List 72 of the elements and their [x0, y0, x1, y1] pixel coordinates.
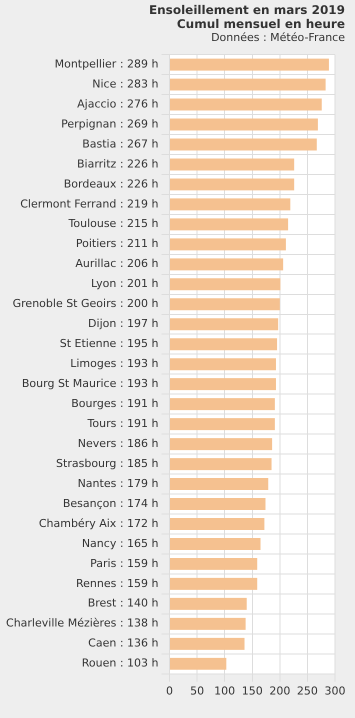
- y-tick-label: Biarritz : 226 h: [76, 157, 159, 170]
- y-tick-label: Bourg St Maurice : 193 h: [22, 377, 159, 390]
- bar: [170, 498, 266, 510]
- y-tick-label: Bastia : 267 h: [82, 137, 159, 150]
- bar: [170, 298, 280, 310]
- y-tick-label: Perpignan : 269 h: [61, 117, 159, 130]
- bar: [170, 158, 294, 170]
- y-tick-label: Brest : 140 h: [88, 596, 159, 610]
- y-tick-label: Poitiers : 211 h: [76, 237, 159, 250]
- chart-subtitle: Cumul mensuel en heure: [176, 17, 345, 31]
- y-tick-label: Montpellier : 289 h: [54, 57, 159, 70]
- y-tick-label: Rennes : 159 h: [76, 576, 159, 590]
- y-tick-label: Paris : 159 h: [90, 556, 159, 570]
- bar: [170, 398, 275, 410]
- y-tick-label: Tours : 191 h: [86, 416, 159, 430]
- y-tick-label: Ajaccio : 276 h: [77, 97, 159, 110]
- y-tick-label: Nevers : 186 h: [78, 436, 159, 450]
- bar: [170, 538, 261, 550]
- y-tick-label: Bourges : 191 h: [71, 397, 159, 410]
- y-tick-label: Limoges : 193 h: [70, 357, 159, 370]
- x-tick-label: 200: [269, 684, 290, 698]
- bar: [170, 518, 264, 530]
- y-tick-label: Grenoble St Geoirs : 200 h: [12, 297, 159, 310]
- bar: [170, 58, 329, 71]
- x-tick-label: 0: [166, 684, 173, 698]
- bar: [170, 138, 317, 150]
- bar: [170, 258, 284, 270]
- x-tick-label: 100: [214, 684, 236, 698]
- bar: [170, 238, 286, 250]
- bar: [170, 478, 268, 490]
- y-tick-label: Caen : 136 h: [88, 636, 159, 650]
- bar: [170, 118, 318, 130]
- bar: [170, 358, 276, 370]
- bar: [170, 98, 322, 111]
- bar: [170, 638, 245, 650]
- y-tick-label: Charleville Mézières : 138 h: [6, 616, 159, 630]
- bar: [170, 438, 272, 450]
- bar: [170, 198, 290, 210]
- bar: [170, 658, 226, 670]
- y-tick-label: Nancy : 165 h: [82, 536, 159, 550]
- x-tick-label: 50: [190, 684, 204, 698]
- y-tick-label: Rouen : 103 h: [82, 656, 159, 670]
- y-tick-label: Dijon : 197 h: [88, 317, 159, 330]
- chart-title: Ensoleillement en mars 2019: [148, 3, 345, 17]
- bar: [170, 578, 258, 590]
- text: Données : Météo-France: [210, 31, 345, 45]
- y-tick-label: Chambéry Aix : 172 h: [38, 516, 159, 530]
- bar: [170, 558, 258, 570]
- y-tick-label: Nantes : 179 h: [78, 476, 159, 490]
- bar: [170, 218, 288, 230]
- x-tick-label: 250: [296, 684, 318, 698]
- bar: [170, 598, 247, 610]
- bar: [170, 178, 294, 190]
- y-tick-label: Aurillac : 206 h: [75, 257, 159, 270]
- bar: [170, 278, 280, 290]
- bar: [170, 378, 276, 390]
- y-tick-label: Nice : 283 h: [92, 77, 159, 90]
- bar: [170, 618, 246, 630]
- x-tick-label: 150: [242, 684, 263, 698]
- y-tick-label: Besançon : 174 h: [62, 496, 159, 510]
- y-tick-label: St Etienne : 195 h: [60, 337, 159, 350]
- y-tick-label: Clermont Ferrand : 219 h: [20, 197, 159, 210]
- bar: [170, 318, 278, 330]
- y-tick-label: Strasbourg : 185 h: [56, 456, 159, 470]
- bar: [170, 418, 275, 430]
- bar: [170, 78, 326, 91]
- x-tick-label: 300: [324, 684, 346, 698]
- bar: [170, 338, 278, 350]
- y-tick-label: Bordeaux : 226 h: [64, 177, 159, 190]
- y-tick-label: Toulouse : 215 h: [68, 217, 159, 230]
- y-tick-label: Lyon : 201 h: [91, 277, 159, 290]
- bar: [170, 458, 272, 470]
